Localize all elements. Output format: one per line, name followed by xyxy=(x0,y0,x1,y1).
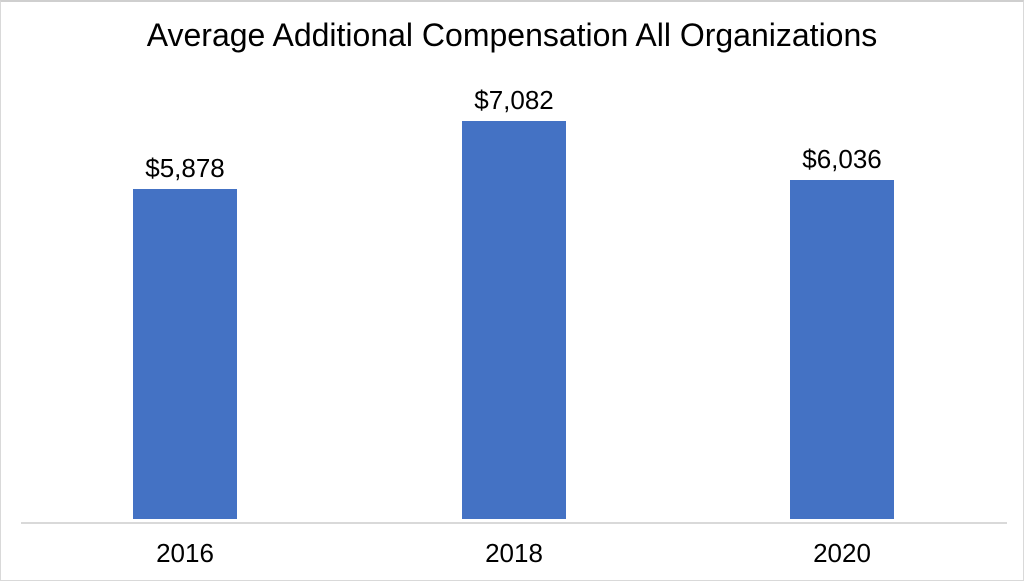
bar-2018 xyxy=(462,121,566,519)
bar-2016 xyxy=(133,189,237,519)
data-label-2020: $6,036 xyxy=(802,144,882,174)
x-axis-tick-2018: 2018 xyxy=(485,538,543,568)
x-axis-tick-2016: 2016 xyxy=(156,538,214,568)
x-axis-tick-2020: 2020 xyxy=(813,538,871,568)
bar-2020 xyxy=(790,180,894,519)
chart-title: Average Additional Compensation All Orga… xyxy=(146,17,878,53)
data-label-2018: $7,082 xyxy=(474,85,554,115)
x-axis-line xyxy=(21,522,1007,524)
data-label-2016: $5,878 xyxy=(145,153,225,183)
